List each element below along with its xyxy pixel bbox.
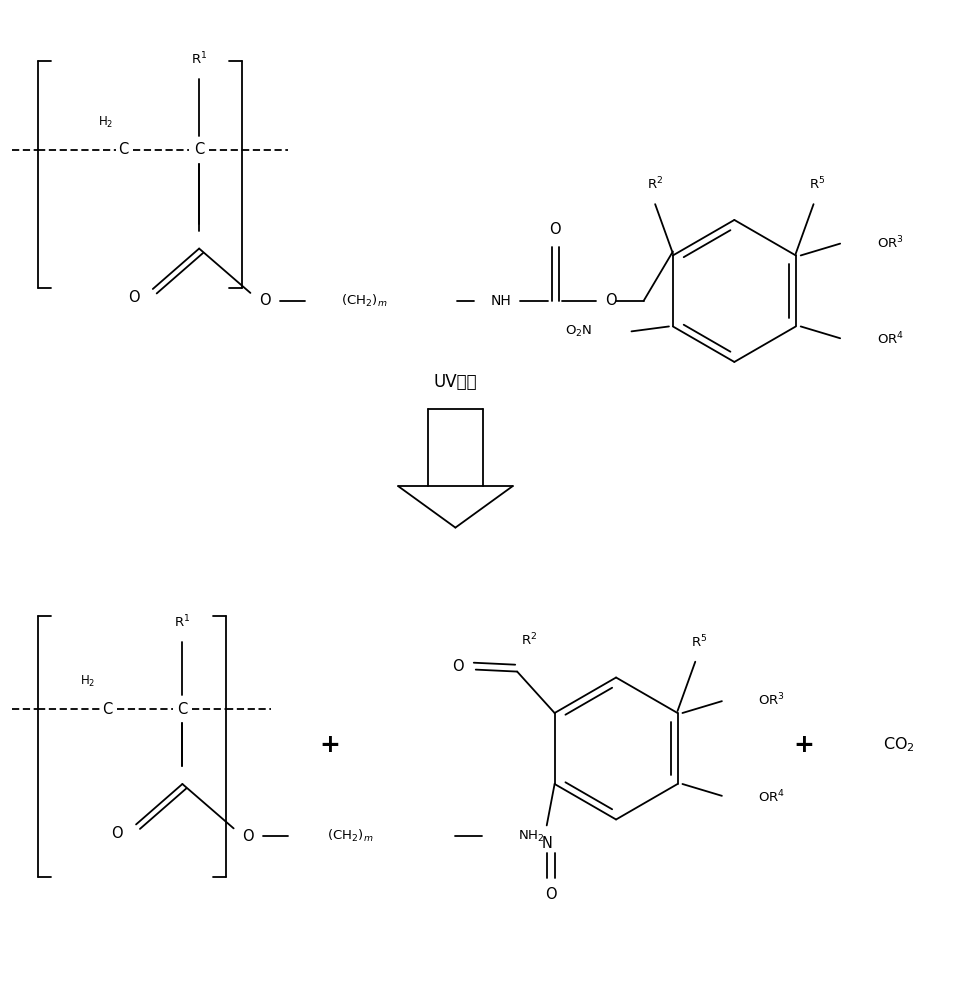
- Text: OR$^4$: OR$^4$: [877, 331, 904, 348]
- Text: N: N: [542, 836, 552, 851]
- Text: O: O: [605, 293, 617, 308]
- Text: OR$^3$: OR$^3$: [758, 692, 785, 708]
- Text: O$_2$N: O$_2$N: [565, 324, 592, 339]
- Text: UV曝光: UV曝光: [433, 373, 478, 391]
- Text: NH$_2$: NH$_2$: [517, 829, 543, 844]
- Text: O: O: [129, 290, 140, 305]
- Text: H$_2$: H$_2$: [80, 674, 96, 689]
- Text: NH: NH: [490, 294, 512, 308]
- Text: (CH$_2$)$_m$: (CH$_2$)$_m$: [327, 828, 373, 844]
- Text: O: O: [259, 293, 271, 308]
- Text: OR$^3$: OR$^3$: [877, 234, 903, 251]
- Text: +: +: [793, 733, 814, 757]
- Text: OR$^4$: OR$^4$: [758, 789, 785, 805]
- Text: H$_2$: H$_2$: [98, 115, 113, 130]
- Text: R$^1$: R$^1$: [190, 51, 207, 68]
- Text: O: O: [453, 659, 464, 674]
- Text: C: C: [177, 702, 188, 717]
- Text: R$^2$: R$^2$: [647, 176, 663, 193]
- Text: R$^1$: R$^1$: [174, 614, 190, 631]
- Text: R$^2$: R$^2$: [521, 632, 537, 648]
- Text: C: C: [103, 702, 112, 717]
- Text: CO$_2$: CO$_2$: [883, 735, 915, 754]
- Text: C: C: [194, 142, 204, 157]
- Text: R$^5$: R$^5$: [691, 634, 708, 650]
- Text: O: O: [544, 887, 556, 902]
- Text: O: O: [111, 826, 123, 841]
- Text: R$^5$: R$^5$: [809, 176, 826, 193]
- Text: C: C: [118, 142, 129, 157]
- Text: (CH$_2$)$_m$: (CH$_2$)$_m$: [340, 293, 387, 309]
- Text: +: +: [320, 733, 340, 757]
- Text: O: O: [549, 222, 561, 237]
- Text: O: O: [243, 829, 254, 844]
